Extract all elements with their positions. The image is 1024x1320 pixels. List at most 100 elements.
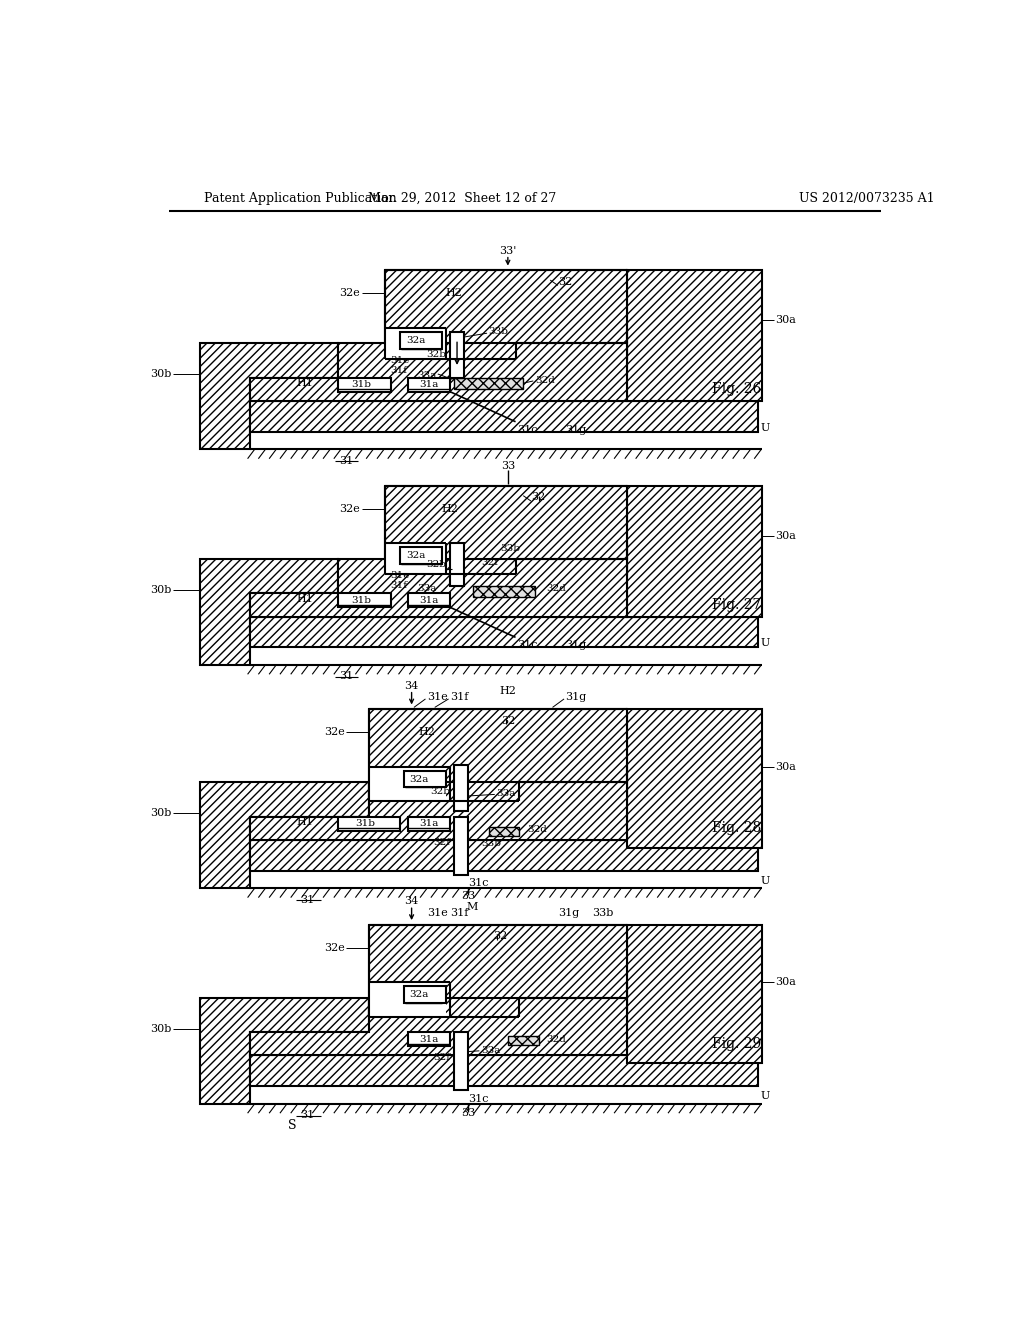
Text: 30b: 30b (150, 585, 171, 594)
Text: 32f: 32f (433, 838, 451, 846)
Text: 31g: 31g (565, 693, 587, 702)
Polygon shape (250, 558, 628, 616)
Text: H1: H1 (296, 594, 313, 603)
Text: 31e: 31e (427, 693, 447, 702)
Text: 31a: 31a (419, 595, 438, 605)
Text: 31f: 31f (451, 693, 469, 702)
Bar (488, 826, 519, 836)
Text: U: U (761, 1092, 770, 1101)
Text: 33': 33' (499, 246, 516, 256)
Text: 31: 31 (300, 1110, 314, 1121)
Bar (370, 767, 446, 801)
Bar (385, 327, 446, 359)
Text: 31e: 31e (390, 572, 410, 581)
Bar (628, 709, 762, 847)
Text: 32a: 32a (410, 775, 429, 784)
Text: 32e: 32e (324, 727, 345, 737)
Text: 33a: 33a (481, 1045, 501, 1055)
Text: 32: 32 (531, 492, 546, 502)
Text: 33b: 33b (488, 327, 509, 337)
Bar (408, 378, 451, 392)
Text: 34: 34 (404, 896, 419, 907)
Text: 30b: 30b (150, 808, 171, 818)
Text: 32a: 32a (410, 990, 429, 999)
Text: 31b: 31b (351, 595, 372, 605)
Text: 31a: 31a (420, 820, 439, 828)
Text: 31: 31 (339, 455, 353, 466)
Text: 31c: 31c (468, 878, 488, 888)
Text: 32a: 32a (406, 552, 425, 560)
Polygon shape (250, 998, 628, 1056)
Text: 32a: 32a (406, 335, 425, 345)
Text: 32d: 32d (535, 376, 555, 384)
Bar (454, 766, 468, 812)
Polygon shape (200, 781, 370, 888)
Text: 33: 33 (461, 891, 475, 902)
Text: 31c: 31c (468, 1094, 488, 1104)
Text: U: U (761, 639, 770, 648)
Text: 32b: 32b (426, 561, 446, 569)
Bar (339, 378, 391, 392)
Text: 33a: 33a (497, 789, 516, 799)
Bar (400, 548, 442, 564)
Text: 31b: 31b (351, 380, 372, 389)
Bar (370, 982, 446, 1016)
Bar (454, 817, 468, 874)
Text: 32d: 32d (547, 1035, 566, 1044)
Text: 31c: 31c (517, 425, 538, 434)
Text: Fig. 27: Fig. 27 (712, 598, 761, 612)
Text: 32e: 32e (324, 942, 345, 953)
Text: 31e: 31e (427, 908, 447, 917)
Bar (408, 1032, 451, 1047)
Text: 30a: 30a (775, 762, 796, 772)
Bar (628, 271, 762, 401)
Bar (451, 544, 464, 586)
Text: 31c: 31c (517, 640, 538, 651)
Text: 32b: 32b (430, 787, 451, 796)
Polygon shape (250, 781, 628, 840)
Text: H2: H2 (445, 288, 463, 298)
Bar (250, 1056, 758, 1086)
Bar (451, 331, 464, 378)
Text: H2: H2 (441, 504, 459, 513)
Bar (473, 586, 535, 597)
Bar (628, 486, 762, 616)
Text: 30a: 30a (775, 315, 796, 325)
Text: 30a: 30a (775, 531, 796, 541)
Text: 31g: 31g (565, 425, 587, 434)
Bar (339, 594, 391, 607)
Text: 33a: 33a (418, 583, 437, 593)
Text: 31: 31 (339, 671, 353, 681)
Text: Fig. 29: Fig. 29 (712, 1038, 761, 1051)
Text: Fig. 26: Fig. 26 (712, 383, 761, 396)
Bar (454, 1032, 468, 1090)
Text: 31e: 31e (390, 355, 410, 364)
Text: Patent Application Publication: Patent Application Publication (204, 191, 396, 205)
Text: M: M (466, 902, 477, 912)
Bar (385, 486, 628, 574)
Text: H2: H2 (500, 686, 516, 696)
Bar (250, 616, 758, 647)
Text: 32d: 32d (547, 583, 566, 593)
Bar (370, 924, 628, 1014)
Text: 32: 32 (501, 715, 515, 726)
Text: 33a: 33a (418, 371, 437, 380)
Text: 33: 33 (501, 462, 515, 471)
Bar (403, 986, 446, 1003)
Text: 33b: 33b (481, 840, 501, 849)
Text: U: U (761, 875, 770, 886)
Text: S: S (288, 1119, 297, 1133)
Bar (508, 1036, 539, 1045)
Text: 33b: 33b (500, 544, 520, 553)
Text: 32f: 32f (433, 1053, 451, 1063)
Text: 32d: 32d (527, 825, 547, 834)
Text: US 2012/0073235 A1: US 2012/0073235 A1 (799, 191, 935, 205)
Text: Mar. 29, 2012  Sheet 12 of 27: Mar. 29, 2012 Sheet 12 of 27 (368, 191, 556, 205)
Text: 33b: 33b (593, 908, 614, 917)
Text: 31a: 31a (420, 1035, 439, 1044)
Bar (385, 544, 446, 574)
Bar (339, 817, 400, 830)
Bar (403, 771, 446, 788)
Text: 30b: 30b (150, 370, 171, 379)
Text: 31f: 31f (451, 908, 469, 917)
